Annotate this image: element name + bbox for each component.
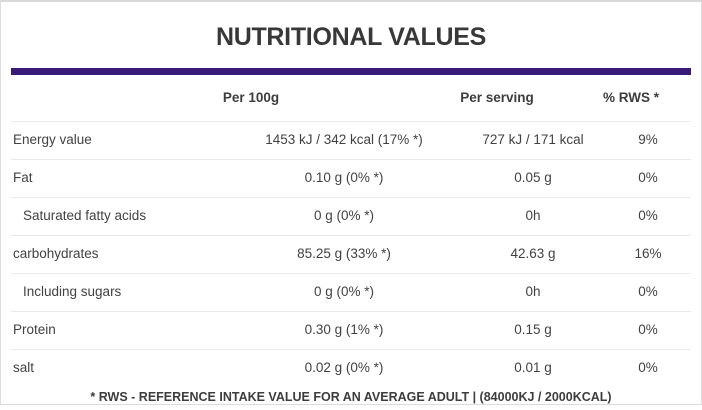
value-per-serving: 0.05 g — [514, 170, 552, 185]
table-row: carbohydrates 85.25 g (33% *) 42.63 g 16… — [11, 236, 691, 274]
value-per-100g: 0.02 g (0% *) — [304, 360, 384, 375]
page-title: NUTRITIONAL VALUES — [215, 23, 487, 51]
value-per-serving: 0.01 g — [514, 360, 552, 375]
rws-footnote: * RWS - REFERENCE INTAKE VALUE FOR AN AV… — [90, 390, 612, 404]
value-per-serving: 727 kJ / 171 kcal — [482, 132, 584, 147]
table-row: Protein 0.30 g (1% *) 0.15 g 0% — [11, 312, 691, 350]
table-row: Energy value 1453 kJ / 342 kcal (17% *) … — [11, 122, 691, 160]
row-label: Saturated fatty acids — [23, 208, 147, 223]
row-label: Protein — [13, 322, 56, 337]
value-per-100g: 0.10 g (0% *) — [304, 170, 384, 185]
value-per-serving: 0h — [525, 284, 541, 299]
value-per-serving: 0.15 g — [514, 322, 552, 337]
table-row: Including sugars 0 g (0% *) 0h 0% — [11, 274, 691, 312]
nutrition-table: Per 100g Per serving % RWS * Energy valu… — [11, 75, 691, 386]
value-per-100g: 1453 kJ / 342 kcal (17% *) — [265, 132, 423, 147]
accent-divider — [11, 68, 691, 75]
value-per-100g: 85.25 g (33% *) — [297, 246, 391, 261]
table-row: salt 0.02 g (0% *) 0.01 g 0% — [11, 350, 691, 386]
row-label: Including sugars — [23, 284, 122, 299]
column-header-per-serving: Per serving — [460, 90, 534, 105]
value-rws: 9% — [638, 132, 658, 147]
column-header-per-100g: Per 100g — [222, 90, 280, 105]
value-per-serving: 42.63 g — [510, 246, 556, 261]
column-header-rws: % RWS * — [602, 90, 659, 105]
value-per-serving: 0h — [525, 208, 541, 223]
row-label: Energy value — [13, 132, 92, 147]
value-rws: 0% — [638, 208, 658, 223]
value-per-100g: 0 g (0% *) — [313, 208, 375, 223]
table-row: Saturated fatty acids 0 g (0% *) 0h 0% — [11, 198, 691, 236]
table-header-row: Per 100g Per serving % RWS * — [11, 75, 691, 122]
row-label: carbohydrates — [13, 246, 99, 261]
value-per-100g: 0.30 g (1% *) — [304, 322, 384, 337]
value-per-100g: 0 g (0% *) — [313, 284, 375, 299]
row-label: Fat — [13, 170, 33, 185]
value-rws: 0% — [638, 284, 658, 299]
table-row: Fat 0.10 g (0% *) 0.05 g 0% — [11, 160, 691, 198]
value-rws: 16% — [634, 246, 662, 261]
value-rws: 0% — [638, 322, 658, 337]
value-rws: 0% — [638, 170, 658, 185]
row-label: salt — [13, 360, 35, 375]
value-rws: 0% — [638, 360, 658, 375]
